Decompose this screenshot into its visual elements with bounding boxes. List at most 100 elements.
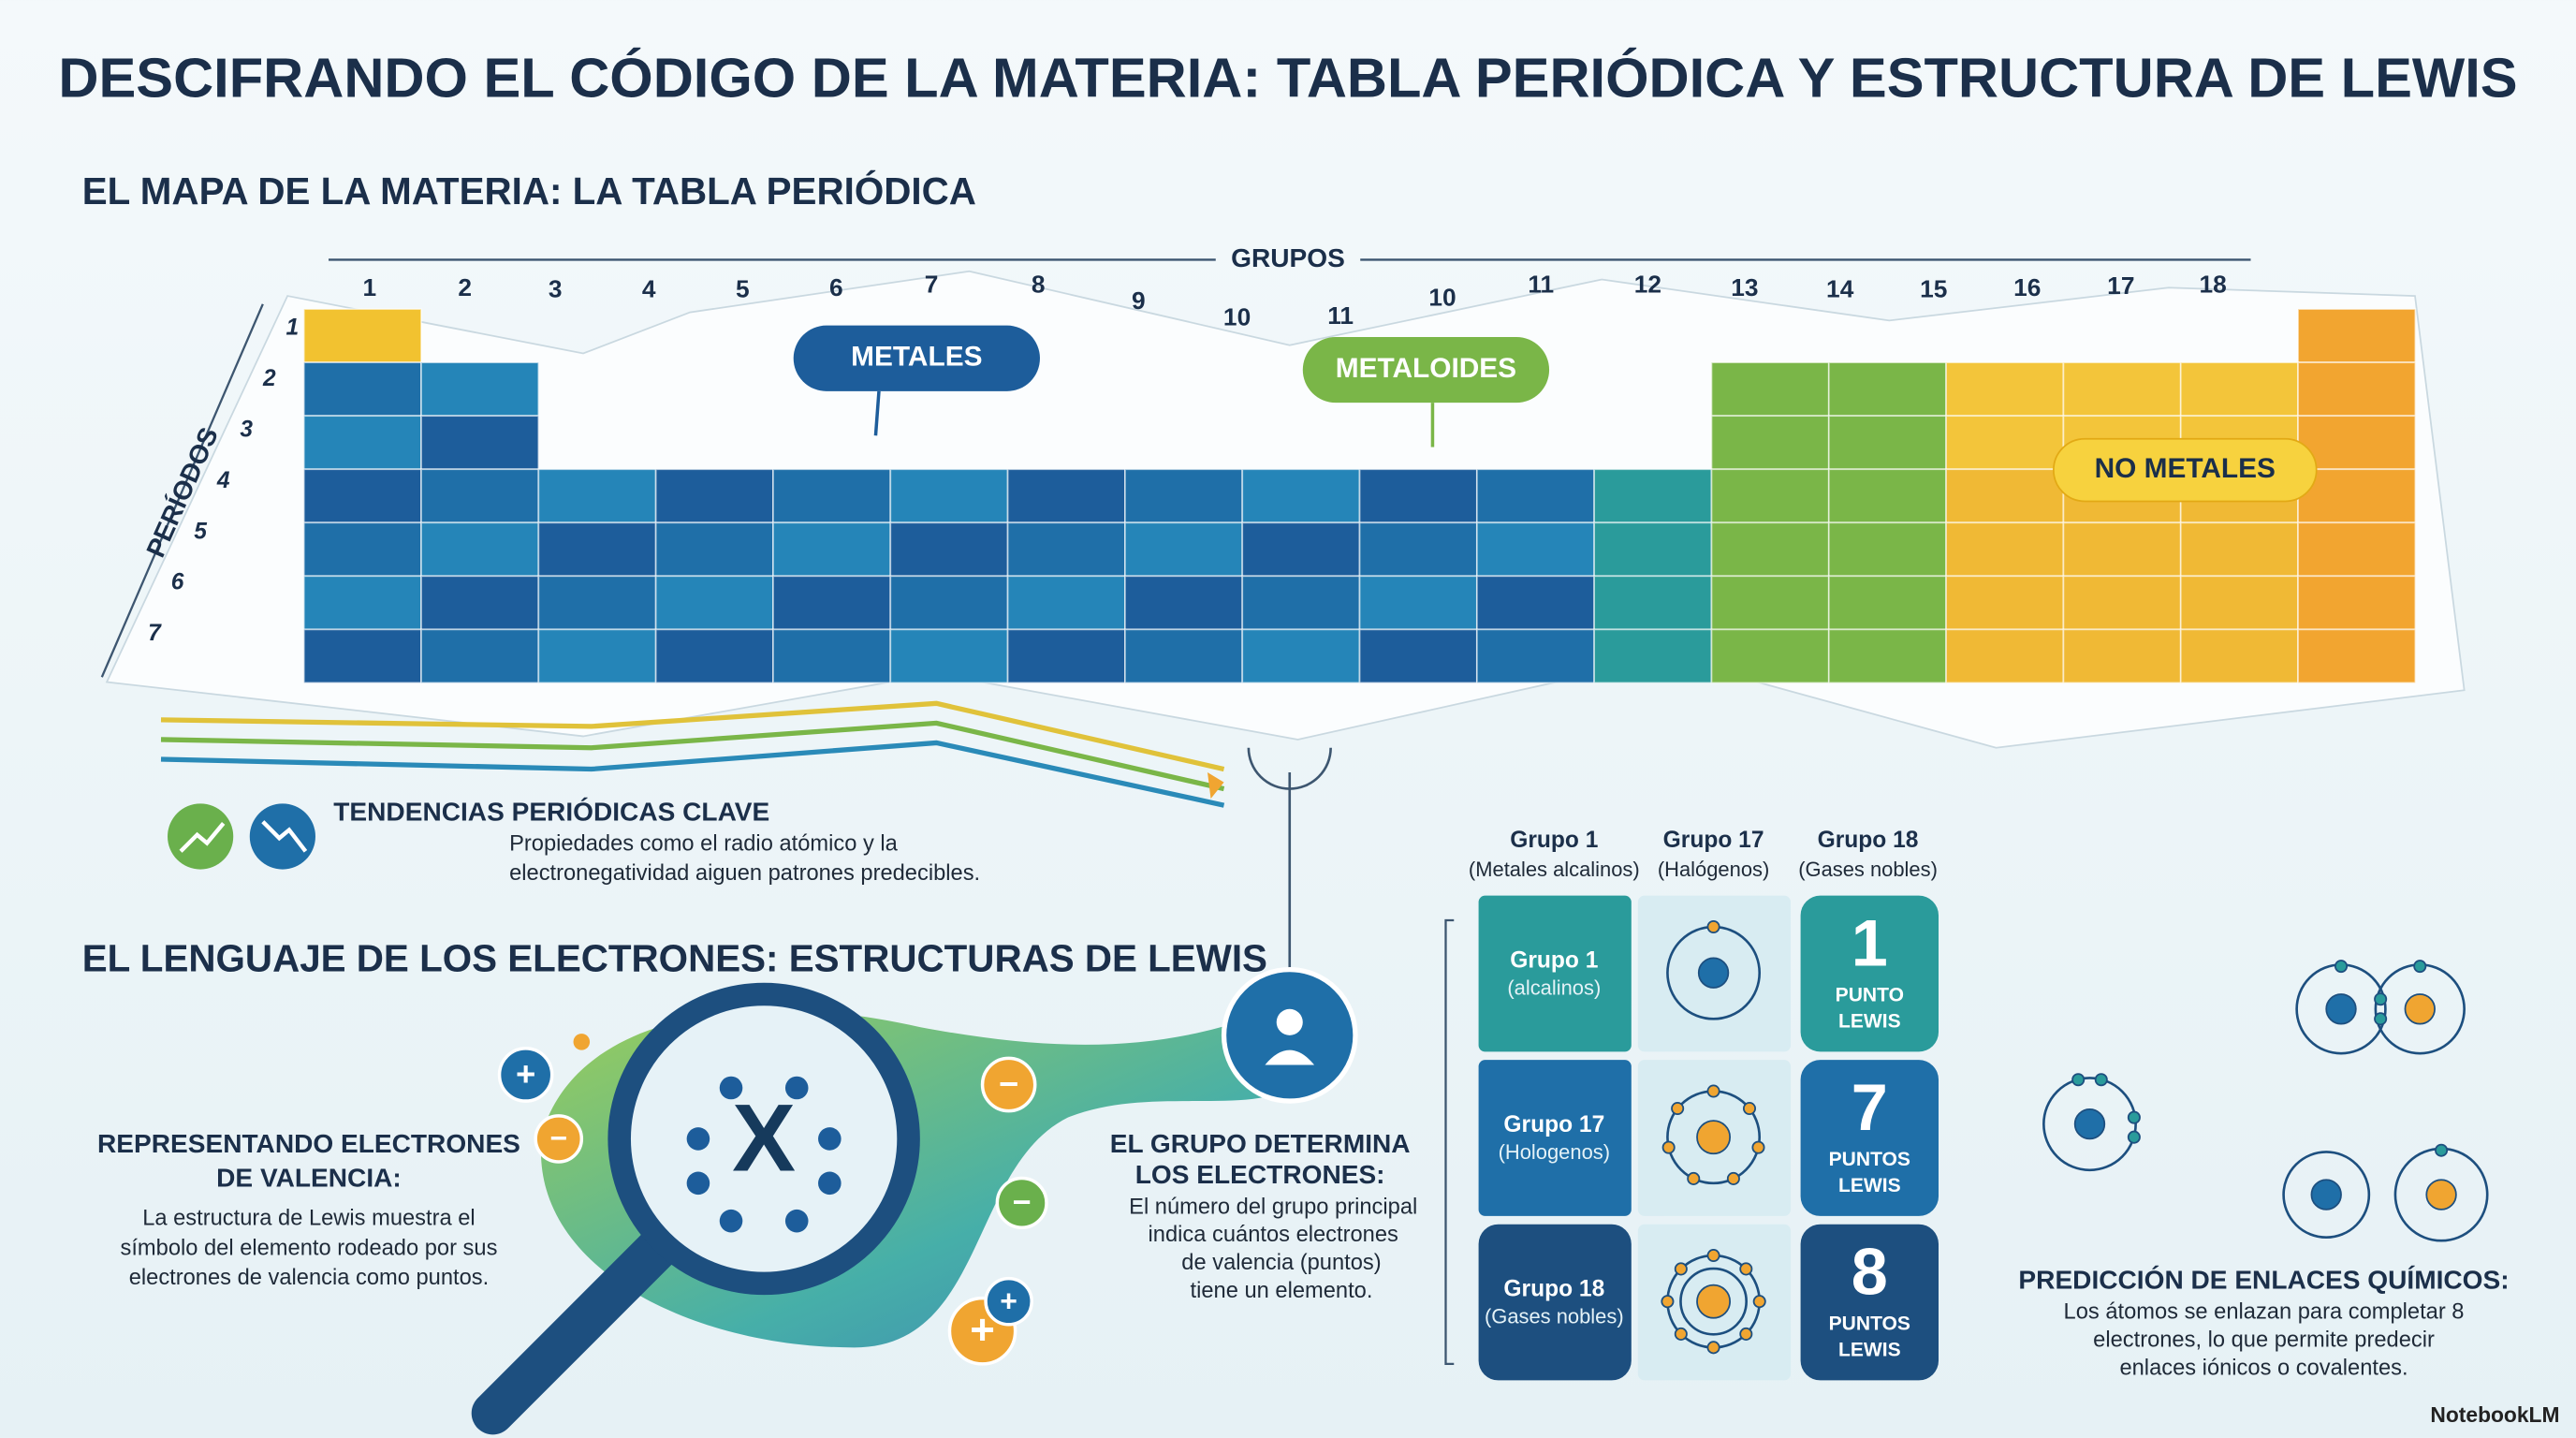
group-number: 11 [1327, 301, 1354, 330]
atom-shell [2042, 1077, 2137, 1172]
ion [995, 1176, 1048, 1229]
table-cell [1358, 468, 1478, 524]
table-cell [2297, 415, 2417, 471]
table-cell [420, 415, 540, 471]
groups-label: GRUPOS [1231, 243, 1345, 272]
electron [1739, 1327, 1753, 1341]
row-group: Grupo 1 [1510, 947, 1598, 973]
valence-text: símbolo del elemento rodeado por sus [120, 1236, 497, 1260]
table-cell [889, 575, 1009, 631]
table-cell [2062, 575, 2182, 631]
group-number: 6 [829, 273, 843, 301]
table-cell [1006, 521, 1126, 578]
table-cell [1124, 575, 1244, 631]
table-cell [1945, 628, 2065, 684]
table-cell [537, 575, 657, 631]
row-note: (alcalinos) [1507, 976, 1601, 1000]
ion-sign: − [1013, 1185, 1032, 1221]
electron [1706, 1341, 1720, 1355]
table-cell [420, 521, 540, 578]
table-cell [654, 628, 774, 684]
valence-dot [719, 1209, 743, 1233]
atom-nucleus [1696, 1120, 1731, 1155]
period-number: 7 [148, 621, 162, 646]
nonmetals-label: NO METALES [2095, 453, 2276, 484]
period-number: 6 [171, 570, 184, 595]
electron [1742, 1102, 1757, 1116]
period-number: 2 [262, 366, 276, 391]
table-cell [772, 575, 892, 631]
electron [2127, 1110, 2141, 1124]
row-label-cell [1478, 1060, 1632, 1216]
table-cell [1241, 575, 1361, 631]
count-cell [1800, 1060, 1939, 1216]
valence-title: DE VALENCIA: [216, 1164, 402, 1193]
electron [2374, 992, 2388, 1006]
period-number: 4 [216, 468, 230, 493]
valence-dot [719, 1076, 743, 1100]
electron [2334, 960, 2349, 974]
metalloids-badge [1302, 336, 1550, 404]
table-cell [1006, 575, 1126, 631]
bond-atoms [2042, 960, 2489, 1242]
group-rule-text: tiene un elemento. [1191, 1279, 1373, 1303]
bonding-text: electrones, lo que permite predecir [2093, 1328, 2435, 1353]
table-cell [1710, 415, 1830, 471]
atom-shell [1679, 1267, 1748, 1336]
dot-count: 8 [1852, 1234, 1888, 1308]
table-cell [537, 628, 657, 684]
table-cell [2179, 361, 2299, 418]
table-cell [772, 468, 892, 524]
atom-nucleus [2325, 993, 2357, 1025]
ion-sign: − [549, 1122, 567, 1155]
table-cell [2062, 628, 2182, 684]
row-label-cell [1478, 895, 1632, 1052]
table-cell [1827, 415, 1947, 471]
electron [1752, 1295, 1766, 1309]
bonding-title: PREDICCIÓN DE ENLACES QUÍMICOS: [2018, 1266, 2509, 1295]
ion-sign: − [999, 1064, 1018, 1103]
valence-dot [784, 1209, 809, 1233]
table-cell [1241, 468, 1361, 524]
count-cell [1800, 1224, 1939, 1381]
dot-count: 7 [1852, 1070, 1888, 1144]
group-number: 16 [2013, 273, 2041, 301]
group-rule-text: indica cuántos electrones [1149, 1223, 1398, 1247]
valence-dot [784, 1076, 809, 1100]
trend-arrowhead [1208, 772, 1224, 800]
section-title: EL MAPA DE LA MATERIA: LA TABLA PERIÓDIC… [82, 169, 976, 213]
period-number: 1 [286, 315, 300, 341]
valence-dot [818, 1127, 842, 1151]
table-cell [537, 521, 657, 578]
atom-nucleus [1696, 1284, 1731, 1319]
column-subheader: (Metales alcalinos) [1469, 858, 1640, 881]
table-cell [302, 415, 422, 471]
count-cell [1800, 895, 1939, 1052]
valence-text: La estructura de Lewis muestra el [142, 1207, 476, 1231]
electron [2413, 960, 2427, 974]
table-cell [420, 628, 540, 684]
group-rule-text: de valencia (puntos) [1181, 1251, 1381, 1275]
table-cell [654, 468, 774, 524]
dot-word: LEWIS [1838, 1175, 1901, 1196]
electron [1706, 920, 1720, 934]
row-label-cell [1478, 1224, 1632, 1381]
ion [980, 1056, 1037, 1113]
table-cell [1358, 521, 1478, 578]
electron [2435, 1143, 2449, 1157]
table-cell [1124, 468, 1244, 524]
dot-word: LEWIS [1838, 1339, 1901, 1360]
table-cells [302, 308, 2417, 684]
table-cell [1124, 521, 1244, 578]
period-number: 5 [194, 519, 207, 544]
table-cell [654, 521, 774, 578]
table-cell [1945, 521, 2065, 578]
table-cell [1827, 361, 1947, 418]
valence-dot [818, 1171, 842, 1196]
table-cell [1124, 628, 1244, 684]
trend-line [160, 740, 1225, 808]
table-cell [1827, 468, 1947, 524]
table-cell [2297, 468, 2417, 524]
icon-glyph [261, 820, 308, 853]
group-number: 9 [1132, 286, 1146, 315]
